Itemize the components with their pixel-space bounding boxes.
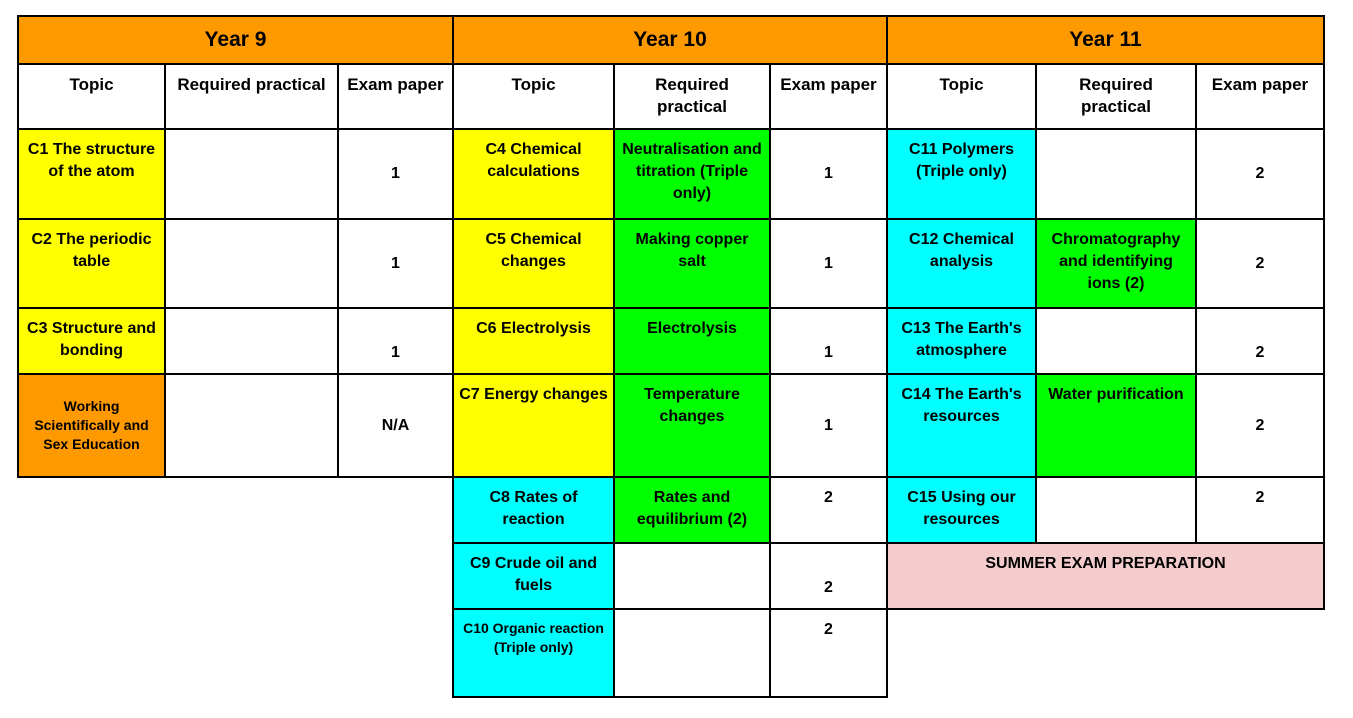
topic-cell: C6 Electrolysis xyxy=(453,308,614,374)
grid-line-horizontal xyxy=(17,63,454,65)
grid-line-vertical xyxy=(1195,63,1197,544)
column-header: Required practical xyxy=(165,64,338,129)
exam-paper-cell: 2 xyxy=(770,543,887,609)
topic-cell: C9 Crude oil and fuels xyxy=(453,543,614,609)
exam-paper-cell: 2 xyxy=(1196,219,1324,308)
practical-cell xyxy=(165,374,338,477)
practical-cell: Neutralisation and titration (Triple onl… xyxy=(614,129,770,219)
column-header: Exam paper xyxy=(338,64,453,129)
year-title-9: Year 9 xyxy=(18,16,453,64)
practical-cell: Rates and equilibrium (2) xyxy=(614,477,770,543)
topic-cell: C7 Energy changes xyxy=(453,374,614,477)
exam-paper-cell: 1 xyxy=(338,219,453,308)
grid-line-horizontal xyxy=(886,15,1325,17)
exam-paper-cell: 2 xyxy=(1196,129,1324,219)
grid-line-vertical xyxy=(1035,63,1037,544)
column-header: Required practical xyxy=(614,64,770,129)
grid-line-vertical xyxy=(613,63,615,698)
topic-cell: C3 Structure and bonding xyxy=(18,308,165,374)
grid-line-horizontal xyxy=(17,15,454,17)
column-header: Topic xyxy=(18,64,165,129)
year-title-10: Year 10 xyxy=(453,16,887,64)
exam-paper-cell: 2 xyxy=(1196,374,1324,477)
column-header: Topic xyxy=(887,64,1036,129)
grid-line-vertical xyxy=(17,15,19,478)
exam-paper-cell: 2 xyxy=(1196,308,1324,374)
exam-paper-cell: 2 xyxy=(1196,477,1324,543)
grid-line-horizontal xyxy=(17,218,454,220)
grid-line-horizontal xyxy=(17,476,454,478)
grid-line-horizontal xyxy=(452,128,888,130)
column-header: Topic xyxy=(453,64,614,129)
topic-cell: C2 The periodic table xyxy=(18,219,165,308)
topic-cell: C11 Polymers (Triple only) xyxy=(887,129,1036,219)
exam-paper-cell: 2 xyxy=(770,609,887,697)
grid-line-vertical xyxy=(337,63,339,478)
practical-cell xyxy=(614,609,770,697)
grid-line-horizontal xyxy=(452,696,888,698)
exam-paper-cell: 1 xyxy=(770,308,887,374)
grid-line-horizontal xyxy=(886,128,1325,130)
grid-line-horizontal xyxy=(886,307,1325,309)
column-header: Exam paper xyxy=(770,64,887,129)
practical-cell xyxy=(165,219,338,308)
grid-line-horizontal xyxy=(452,218,888,220)
grid-line-horizontal xyxy=(886,542,1325,544)
grid-line-horizontal xyxy=(452,476,888,478)
grid-line-vertical xyxy=(769,63,771,698)
practical-cell xyxy=(614,543,770,609)
practical-cell: Making copper salt xyxy=(614,219,770,308)
exam-paper-cell: 1 xyxy=(770,374,887,477)
column-header: Required practical xyxy=(1036,64,1196,129)
topic-cell: C12 Chemical analysis xyxy=(887,219,1036,308)
grid-line-horizontal xyxy=(452,307,888,309)
topic-cell: C13 The Earth's atmosphere xyxy=(887,308,1036,374)
grid-line-horizontal xyxy=(452,373,888,375)
year-title-11: Year 11 xyxy=(887,16,1324,64)
exam-paper-cell: 1 xyxy=(770,129,887,219)
grid-line-horizontal xyxy=(886,218,1325,220)
practical-cell xyxy=(1036,477,1196,543)
grid-line-vertical xyxy=(452,15,454,698)
grid-line-horizontal xyxy=(452,608,888,610)
summer-exam-preparation-banner: SUMMER EXAM PREPARATION xyxy=(887,543,1324,609)
topic-cell: C10 Organic reaction (Triple only) xyxy=(453,609,614,697)
grid-line-horizontal xyxy=(452,15,888,17)
grid-line-horizontal xyxy=(886,476,1325,478)
grid-line-horizontal xyxy=(17,128,454,130)
grid-line-horizontal xyxy=(17,307,454,309)
practical-cell: Temperature changes xyxy=(614,374,770,477)
grid-line-vertical xyxy=(886,15,888,610)
exam-paper-cell: 1 xyxy=(338,129,453,219)
exam-paper-cell: N/A xyxy=(338,374,453,477)
topic-cell: C8 Rates of reaction xyxy=(453,477,614,543)
grid-line-horizontal xyxy=(452,542,888,544)
grid-line-horizontal xyxy=(452,63,888,65)
practical-cell xyxy=(1036,129,1196,219)
practical-cell xyxy=(165,308,338,374)
topic-cell: C14 The Earth's resources xyxy=(887,374,1036,477)
grid-line-horizontal xyxy=(886,63,1325,65)
topic-cell: C4 Chemical calculations xyxy=(453,129,614,219)
topic-cell: C15 Using our resources xyxy=(887,477,1036,543)
practical-cell xyxy=(1036,308,1196,374)
topic-cell: C5 Chemical changes xyxy=(453,219,614,308)
exam-paper-cell: 1 xyxy=(338,308,453,374)
grid-line-horizontal xyxy=(17,373,454,375)
grid-line-horizontal xyxy=(886,373,1325,375)
practical-cell: Water purification xyxy=(1036,374,1196,477)
grid-line-vertical xyxy=(1323,15,1325,610)
exam-paper-cell: 1 xyxy=(770,219,887,308)
grid-line-horizontal xyxy=(886,608,1325,610)
practical-cell: Chromatography and identifying ions (2) xyxy=(1036,219,1196,308)
topic-cell: Working Scientifically and Sex Education xyxy=(18,374,165,477)
topic-cell: C1 The structure of the atom xyxy=(18,129,165,219)
grid-line-vertical xyxy=(164,63,166,478)
column-header: Exam paper xyxy=(1196,64,1324,129)
practical-cell xyxy=(165,129,338,219)
exam-paper-cell: 2 xyxy=(770,477,887,543)
practical-cell: Electrolysis xyxy=(614,308,770,374)
